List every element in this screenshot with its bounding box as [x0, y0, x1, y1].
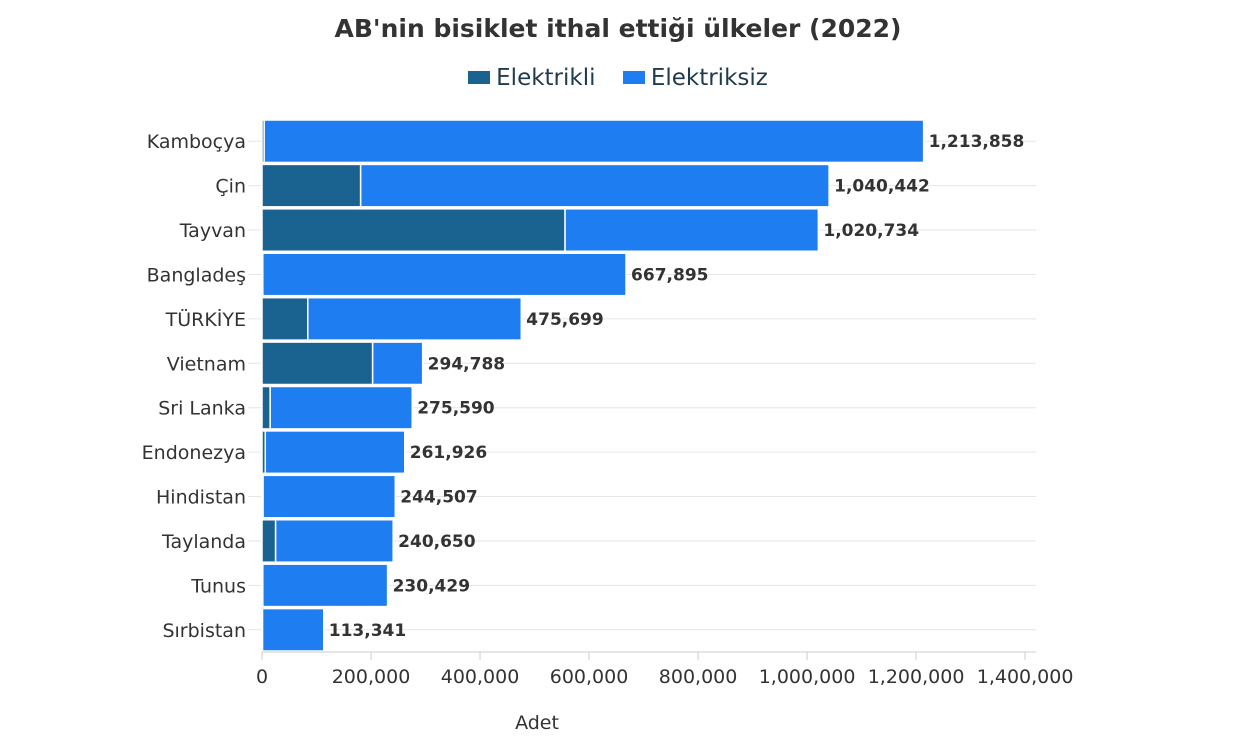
category-label: Tunus — [190, 575, 246, 597]
data-label: 1,040,442 — [834, 177, 930, 197]
category-label: Taylanda — [161, 531, 246, 553]
data-label: 244,507 — [400, 488, 477, 508]
category-label: Kamboçya — [147, 131, 246, 153]
data-label: 261,926 — [410, 443, 487, 463]
category-label: Hindistan — [156, 487, 246, 509]
legend-swatch — [622, 71, 645, 84]
bar-elektriksiz — [263, 119, 925, 164]
category-label: Vietnam — [167, 353, 246, 375]
x-tick-label: 200,000 — [332, 666, 411, 688]
x-tick-label: 0 — [256, 666, 268, 688]
bar-elektriksiz — [307, 296, 523, 341]
data-label: 667,895 — [631, 265, 708, 285]
data-label: 475,699 — [526, 310, 603, 330]
legend-label: Elektrikli — [496, 64, 596, 91]
category-label: Tayvan — [179, 220, 246, 242]
category-label: Çin — [215, 176, 246, 198]
x-axis-title: Adet — [515, 712, 559, 734]
x-tick-label: 800,000 — [659, 666, 738, 688]
bar-elektriksiz — [262, 474, 397, 519]
category-label: Sri Lanka — [158, 398, 246, 420]
bar-elektriksiz — [269, 385, 413, 430]
bar-elektriksiz — [264, 430, 406, 475]
bar-elektrikli — [261, 385, 271, 430]
data-label: 294,788 — [428, 354, 505, 374]
x-tick-label: 1,200,000 — [868, 666, 965, 688]
legend-swatch — [468, 71, 491, 84]
data-label: 1,020,734 — [823, 221, 919, 241]
data-label: 1,213,858 — [929, 132, 1025, 152]
bar-elektriksiz — [564, 208, 820, 252]
bar-elektrikli — [261, 163, 362, 208]
bar-elektrikli — [261, 519, 277, 563]
data-label: 275,590 — [417, 399, 495, 419]
bar-elektrikli — [261, 341, 374, 386]
legend-item-elektriksiz[interactable]: Elektriksiz — [622, 64, 768, 91]
legend: Elektrikli Elektriksiz — [0, 64, 1236, 91]
bar-elektriksiz — [261, 607, 325, 652]
bar-elektriksiz — [262, 563, 389, 608]
bar-elektriksiz — [262, 252, 627, 297]
x-tick-label: 1,000,000 — [759, 666, 856, 688]
bar-elektrikli — [261, 296, 309, 341]
data-label: 240,650 — [398, 532, 476, 552]
x-tick-label: 1,400,000 — [977, 666, 1074, 688]
legend-label: Elektriksiz — [650, 64, 768, 91]
data-label: 113,341 — [329, 621, 406, 641]
bar-elektriksiz — [274, 519, 394, 563]
x-tick-label: 400,000 — [441, 666, 520, 688]
bar-elektriksiz — [359, 163, 830, 208]
category-label: TÜRKİYE — [165, 308, 246, 331]
category-label: Endonezya — [142, 442, 246, 464]
legend-item-elektrikli[interactable]: Elektrikli — [468, 64, 596, 91]
category-label: Bangladeş — [147, 264, 246, 286]
category-label: Sırbistan — [162, 620, 246, 642]
bar-elektrikli — [261, 208, 566, 252]
bar-elektriksiz — [371, 341, 424, 386]
data-label: 230,429 — [393, 576, 470, 596]
x-tick-label: 600,000 — [550, 666, 629, 688]
chart-title: AB'nin bisiklet ithal ettiği ülkeler (20… — [334, 14, 902, 43]
